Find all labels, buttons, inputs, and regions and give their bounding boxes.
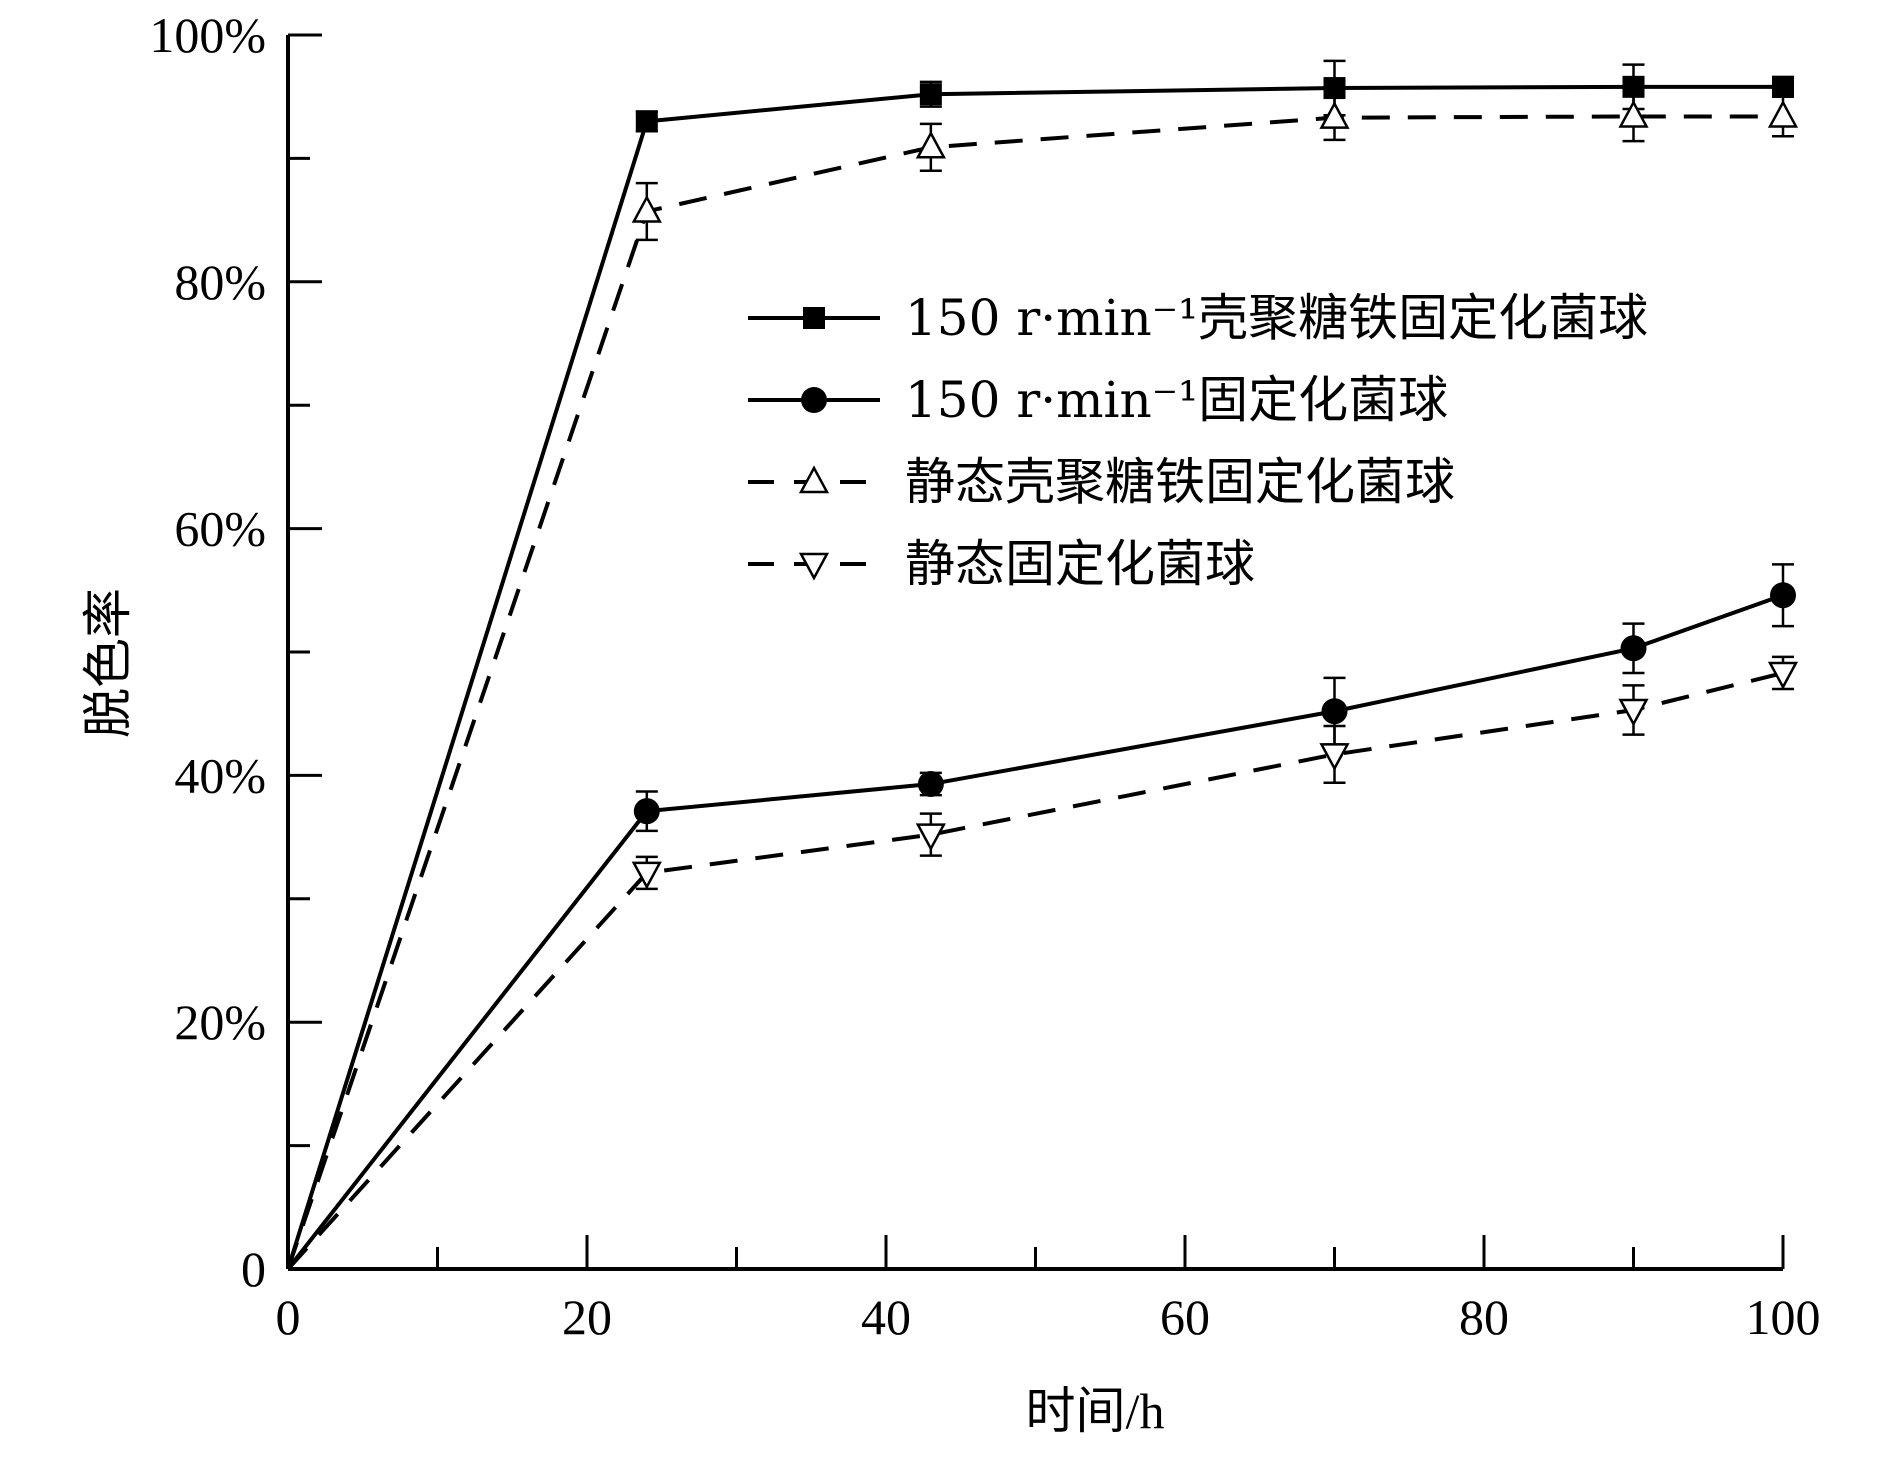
data-point xyxy=(635,110,658,133)
x-tick-label: 60 xyxy=(1160,1289,1210,1345)
data-point xyxy=(1321,698,1348,725)
data-point xyxy=(803,307,825,329)
data-point xyxy=(917,771,944,798)
series-line xyxy=(286,593,1784,1271)
data-point xyxy=(631,194,662,223)
y-tick-label: 80% xyxy=(174,254,266,310)
data-point xyxy=(1620,635,1647,662)
legend-label: 150 r·min⁻¹壳聚糖铁固定化菌球 xyxy=(905,289,1648,347)
y-tick-label: 100% xyxy=(149,7,266,63)
data-point xyxy=(1618,99,1649,128)
data-point xyxy=(915,130,946,159)
y-tick-label: 0 xyxy=(241,1241,266,1297)
series-layer xyxy=(286,59,1799,1271)
legend-label: 静态壳聚糖铁固定化菌球 xyxy=(905,453,1455,511)
data-point xyxy=(798,552,830,581)
data-point xyxy=(1323,77,1346,100)
legend-label: 150 r·min⁻¹固定化菌球 xyxy=(905,371,1448,429)
data-point xyxy=(633,798,660,825)
y-tick-label: 40% xyxy=(174,747,266,803)
legend: 150 r·min⁻¹壳聚糖铁固定化菌球 150 r·min⁻¹固定化菌球静态壳聚… xyxy=(748,289,1648,593)
legend-item-3: 静态壳聚糖铁固定化菌球 xyxy=(748,453,1455,511)
data-point xyxy=(631,861,662,890)
x-tick-label: 20 xyxy=(562,1289,612,1345)
data-point xyxy=(1767,661,1799,690)
data-point xyxy=(1772,75,1794,98)
data-point xyxy=(1770,582,1796,609)
series-4 xyxy=(286,655,1799,1271)
data-point xyxy=(801,387,827,413)
series-1 xyxy=(286,59,1794,1270)
x-tick-label: 40 xyxy=(861,1289,911,1345)
x-tick-label: 100 xyxy=(1746,1289,1821,1345)
y-axis-title: 脱色率 xyxy=(80,588,136,738)
series-line xyxy=(286,84,1783,1270)
data-point xyxy=(798,465,830,494)
x-tick-label: 0 xyxy=(276,1289,301,1345)
data-point xyxy=(1767,99,1799,128)
axes: 0 20% 40% 60% 80% 100% 0 20 40 60 80 100 时间/h 脱色率 xyxy=(80,7,1821,1439)
legend-item-1: 150 r·min⁻¹壳聚糖铁固定化菌球 xyxy=(748,289,1648,347)
y-tick-label: 60% xyxy=(174,501,266,557)
x-axis-title: 时间/h xyxy=(1026,1383,1165,1439)
legend-item-4: 静态固定化菌球 xyxy=(748,535,1255,593)
series-3 xyxy=(286,90,1799,1270)
legend-item-2: 150 r·min⁻¹固定化菌球 xyxy=(748,371,1448,429)
y-tick-label: 20% xyxy=(174,994,266,1050)
data-point xyxy=(915,823,946,852)
series-line xyxy=(286,114,1783,1270)
series-2 xyxy=(286,563,1796,1271)
data-point xyxy=(1319,743,1350,772)
series-line xyxy=(286,671,1784,1271)
data-point xyxy=(919,83,942,106)
legend-label: 静态固定化菌球 xyxy=(905,535,1255,593)
data-point xyxy=(1618,698,1649,727)
x-tick-label: 80 xyxy=(1459,1289,1509,1345)
data-point xyxy=(1319,101,1350,129)
